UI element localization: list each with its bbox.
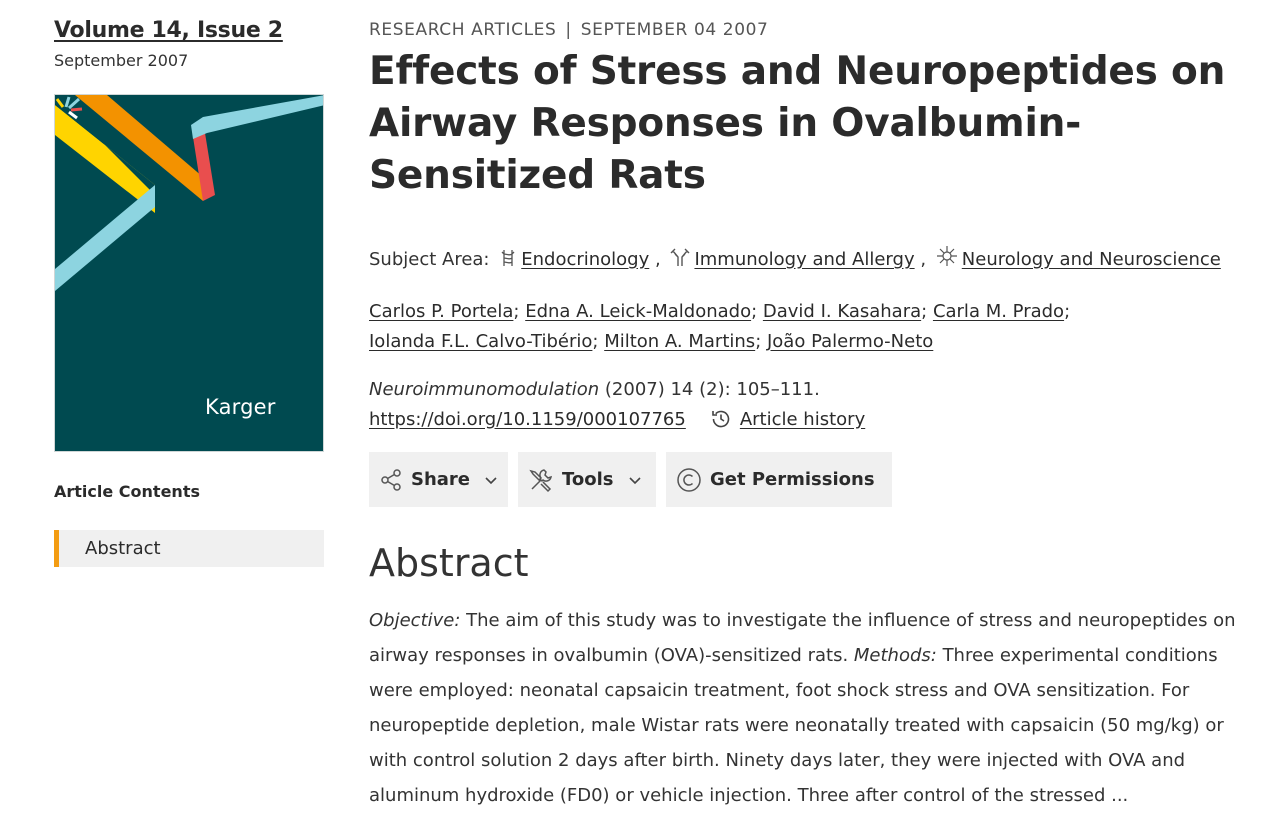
abstract-text: Objective: The aim of this study was to … <box>369 603 1259 813</box>
article-kicker: RESEARCH ARTICLES | SEPTEMBER 04 2007 <box>369 20 1259 40</box>
subject-link-immunology[interactable]: Immunology and Allergy <box>694 249 915 270</box>
article-pub-date: SEPTEMBER 04 2007 <box>580 20 769 40</box>
author-list: Carlos P. Portela; Edna A. Leick-Maldona… <box>369 301 1071 352</box>
immunology-icon <box>670 247 690 272</box>
cover-artwork <box>55 95 323 291</box>
article-history-link[interactable]: Article history <box>739 408 866 430</box>
subject-area: Subject Area: Endocrinology , Immunology… <box>369 245 1259 272</box>
article-history[interactable]: Article history <box>710 408 865 430</box>
chevron-down-icon <box>628 473 642 487</box>
journal-cover-image[interactable]: Karger <box>54 94 324 452</box>
chevron-down-icon <box>484 473 498 487</box>
share-label: Share <box>411 469 471 490</box>
methods-text: Three experimental conditions were emplo… <box>369 645 1224 806</box>
methods-label: Methods: <box>853 645 937 666</box>
kicker-separator: | <box>565 20 572 40</box>
author-link[interactable]: Edna A. Leick-Maldonado <box>525 301 752 322</box>
get-permissions-button[interactable]: Get Permissions <box>666 452 892 507</box>
author-link[interactable]: Carlos P. Portela <box>369 301 514 322</box>
subject-area-label: Subject Area: <box>369 249 490 270</box>
citation-details: (2007) 14 (2): 105–111. <box>604 379 820 400</box>
journal-name: Neuroimmunomodulation <box>369 379 600 400</box>
doi-link[interactable]: https://doi.org/10.1159/000107765 <box>369 408 686 430</box>
issue-sidebar: Volume 14, Issue 2 September 2007 Karger… <box>54 18 324 567</box>
neurology-icon <box>936 245 958 272</box>
author-link[interactable]: Carla M. Prado <box>932 301 1065 322</box>
copyright-icon <box>676 467 702 493</box>
endocrinology-icon <box>499 249 517 272</box>
history-icon <box>712 410 730 428</box>
author-link[interactable]: Milton A. Martins <box>604 331 756 352</box>
article-section-label: RESEARCH ARTICLES <box>369 20 557 40</box>
tools-icon <box>528 467 554 493</box>
author-link[interactable]: Iolanda F.L. Calvo-Tibério <box>369 331 593 352</box>
subject-link-neurology[interactable]: Neurology and Neuroscience <box>961 249 1221 270</box>
article-main: RESEARCH ARTICLES | SEPTEMBER 04 2007 Effe… <box>369 20 1259 813</box>
author-link[interactable]: David I. Kasahara <box>762 301 922 322</box>
issue-date: September 2007 <box>54 51 189 70</box>
abstract-heading: Abstract <box>369 541 529 585</box>
share-icon <box>379 468 403 492</box>
tools-button[interactable]: Tools <box>518 452 656 507</box>
author-link[interactable]: João Palermo-Neto <box>766 331 934 352</box>
article-actions: Share Tools Get Permissions <box>369 452 1259 507</box>
subject-link-endocrinology[interactable]: Endocrinology <box>521 249 650 270</box>
article-contents-heading: Article Contents <box>54 482 200 501</box>
objective-text: The aim of this study was to investigate… <box>369 610 1236 666</box>
article-title: Effects of Stress and Neuropeptides on A… <box>369 49 1226 198</box>
tools-label: Tools <box>562 469 614 490</box>
karger-logo-icon <box>55 96 83 120</box>
get-permissions-label: Get Permissions <box>710 469 875 490</box>
share-button[interactable]: Share <box>369 452 508 507</box>
publisher-logo-text: Karger <box>205 395 276 419</box>
citation: Neuroimmunomodulation (2007) 14 (2): 105… <box>369 379 1259 400</box>
objective-label: Objective: <box>369 610 461 631</box>
doi-row: https://doi.org/10.1159/000107765 Articl… <box>369 408 1259 430</box>
volume-issue-link[interactable]: Volume 14, Issue 2 <box>54 18 283 43</box>
toc-item-abstract[interactable]: Abstract <box>54 530 324 567</box>
